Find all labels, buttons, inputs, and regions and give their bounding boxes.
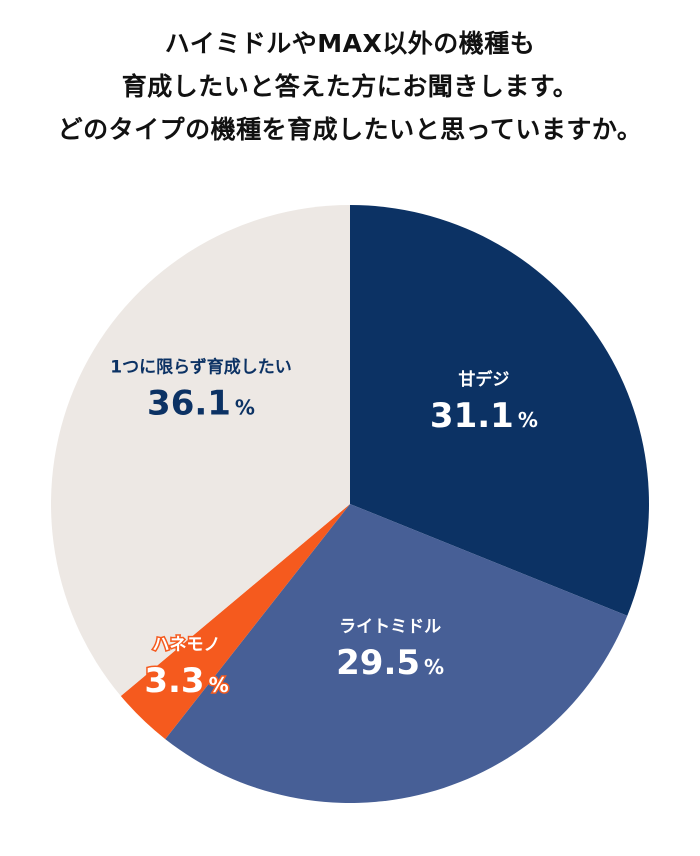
pie-slice-1 — [350, 205, 650, 616]
pie-slices — [51, 205, 650, 804]
slice-category-label-1: 甘デジ — [458, 369, 509, 390]
pie-labels: 甘デジ 31.1 % ライトミドル 29.5 % ハネモノ 3.3 % 1つに限らず育成したい 36… — [110, 356, 538, 702]
pie-slice-2 — [165, 504, 628, 804]
pie-slice-4 — [51, 205, 351, 697]
slice-value-label-2: 29.5% — [336, 643, 444, 683]
slice-category-label-4: 1つに限らず育成したい — [110, 356, 292, 377]
slice-category-label-3: ハネモノ — [153, 635, 221, 655]
slice-value-label-3: 3.3% — [144, 661, 228, 701]
title-line-3: どのタイプの機種を育成したいと思っていますか。 — [57, 115, 643, 144]
chart-title: ハイミドルやMAX以外の機種も 育成したいと答えた方にお聞きします。 どのタイプ… — [0, 22, 700, 151]
title-line-1: ハイミドルやMAX以外の機種も — [164, 29, 536, 58]
slice-value-label-1: 31.1% — [430, 396, 538, 436]
slice-value-label-4: 36.1% — [147, 383, 255, 423]
slice-category-label-2: ライトミドル — [339, 617, 441, 637]
pie-slice-3 — [120, 504, 350, 740]
title-line-2: 育成したいと答えた方にお聞きします。 — [121, 72, 579, 101]
